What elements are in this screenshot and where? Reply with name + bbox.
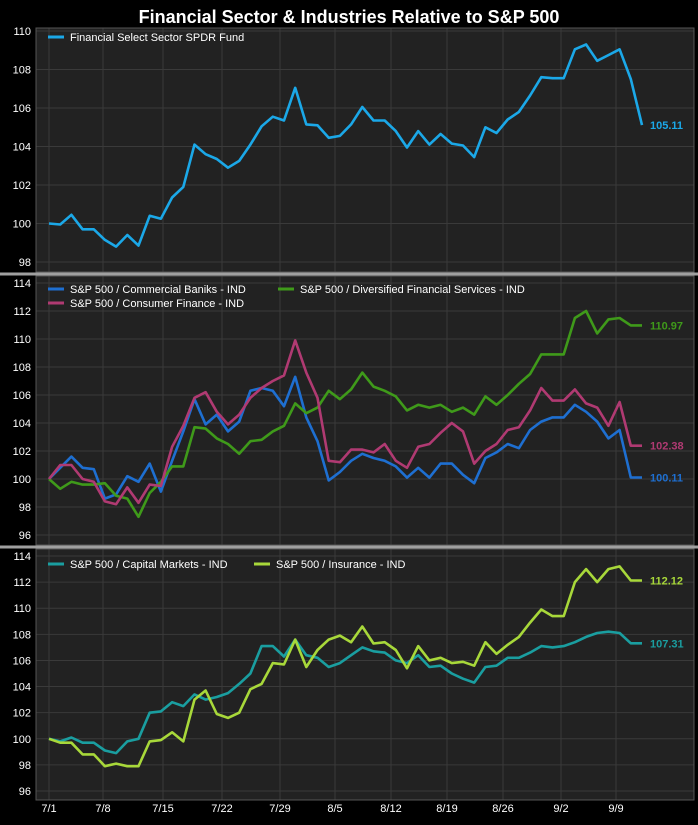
y-tick-label: 110	[13, 603, 31, 615]
x-tick-label: 9/9	[608, 803, 623, 815]
y-tick-label: 100	[13, 734, 31, 746]
y-tick-label: 112	[13, 577, 31, 589]
y-tick-label: 104	[13, 682, 31, 694]
legend-label: S&P 500 / Commercial Baniks - IND	[70, 284, 246, 296]
y-tick-label: 102	[13, 708, 31, 720]
y-tick-label: 96	[19, 786, 31, 798]
legend-label: S&P 500 / Consumer Finance - IND	[70, 298, 244, 310]
end-value-label: 107.31	[650, 638, 684, 650]
end-value-label: 105.11	[650, 120, 683, 132]
panel-middle: 96 98 100 102 104 106 108 110 112 114 100.11 110.97…	[13, 276, 694, 545]
y-tick-label: 114	[13, 278, 31, 290]
y-tick-label: 102	[13, 180, 31, 192]
plot-area	[36, 28, 694, 272]
y-tick-label: 108	[13, 362, 31, 374]
y-tick-label: 110	[13, 334, 31, 346]
x-tick-label: 7/22	[211, 803, 232, 815]
y-tick-label: 110	[13, 26, 31, 38]
end-value-label: 110.97	[650, 320, 683, 332]
x-tick-label: 9/2	[553, 803, 568, 815]
y-tick-label: 100	[13, 219, 31, 231]
y-tick-label: 112	[13, 306, 31, 318]
end-value-label: 102.38	[650, 441, 684, 453]
x-tick-label: 8/12	[380, 803, 401, 815]
chart-title: Financial Sector & Industries Relative t…	[139, 7, 560, 27]
legend-label: S&P 500 / Diversified Financial Services…	[300, 284, 525, 296]
y-tick-label: 98	[19, 502, 31, 514]
end-value-label: 112.12	[650, 576, 683, 588]
y-tick-label: 106	[13, 655, 31, 667]
chart: Financial Sector & Industries Relative t…	[0, 0, 698, 825]
y-tick-label: 98	[19, 257, 31, 269]
x-tick-label: 8/19	[436, 803, 457, 815]
y-tick-label: 108	[13, 629, 31, 641]
x-tick-label: 8/5	[327, 803, 342, 815]
y-tick-label: 108	[13, 65, 31, 77]
y-tick-label: 104	[13, 142, 31, 154]
x-tick-label: 8/26	[492, 803, 513, 815]
legend-label: Financial Select Sector SPDR Fund	[70, 32, 244, 44]
panel-bottom: 96 98 100 102 104 106 108 110 112 114 107.31 112.12…	[13, 549, 694, 800]
y-tick-label: 100	[13, 474, 31, 486]
y-tick-label: 106	[13, 390, 31, 402]
plot-area	[36, 549, 694, 800]
y-tick-label: 106	[13, 103, 31, 115]
legend-label: S&P 500 / Insurance - IND	[276, 559, 405, 571]
x-tick-label: 7/8	[95, 803, 110, 815]
y-tick-label: 96	[19, 530, 31, 542]
y-tick-label: 114	[13, 551, 31, 563]
panel-top: 98 100 102 104 106 108 110 105.11 Financial Sele…	[13, 26, 694, 272]
legend-label: S&P 500 / Capital Markets - IND	[70, 559, 228, 571]
chart-panels: 98 100 102 104 106 108 110 105.11 Financial Sele…	[0, 26, 698, 800]
end-value-label: 100.11	[650, 472, 683, 484]
x-tick-label: 7/15	[152, 803, 173, 815]
x-tick-label: 7/29	[269, 803, 290, 815]
y-tick-label: 104	[13, 418, 31, 430]
x-tick-label: 7/1	[41, 803, 56, 815]
y-tick-label: 102	[13, 446, 31, 458]
y-tick-label: 98	[19, 760, 31, 772]
plot-area	[36, 276, 694, 545]
